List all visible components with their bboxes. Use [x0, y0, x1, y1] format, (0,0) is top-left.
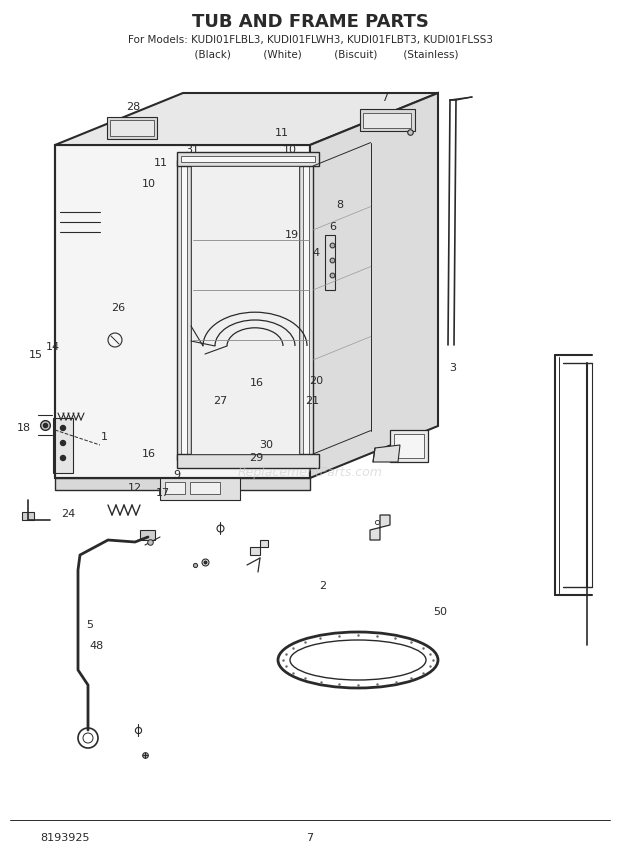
- Polygon shape: [250, 540, 268, 555]
- Bar: [160, 478, 240, 500]
- Text: 10: 10: [142, 179, 156, 189]
- Text: 6: 6: [329, 222, 336, 232]
- Text: 1: 1: [100, 431, 108, 442]
- Bar: [177, 454, 319, 468]
- Bar: [190, 482, 220, 494]
- Bar: [360, 109, 415, 131]
- Text: TUB AND FRAME PARTS: TUB AND FRAME PARTS: [192, 13, 428, 31]
- Bar: [110, 120, 154, 136]
- Text: 16: 16: [142, 449, 156, 459]
- Text: 10: 10: [283, 145, 297, 155]
- Bar: [325, 235, 335, 290]
- Text: 2: 2: [319, 581, 326, 591]
- Text: 17: 17: [156, 488, 169, 498]
- Polygon shape: [310, 93, 438, 478]
- Bar: [299, 160, 313, 460]
- Bar: [181, 156, 315, 162]
- Polygon shape: [55, 145, 310, 478]
- Bar: [303, 164, 309, 456]
- Bar: [107, 117, 157, 139]
- Text: 7: 7: [306, 833, 314, 843]
- Text: 30: 30: [260, 440, 273, 450]
- Bar: [394, 434, 424, 458]
- Circle shape: [61, 455, 66, 461]
- Text: For Models: KUDI01FLBL3, KUDI01FLWH3, KUDI01FLBT3, KUDI01FLSS3: For Models: KUDI01FLBL3, KUDI01FLWH3, KU…: [128, 35, 492, 45]
- Text: 8: 8: [336, 200, 343, 211]
- Text: 24: 24: [61, 508, 75, 519]
- Bar: [53, 418, 73, 473]
- Bar: [363, 113, 411, 128]
- Bar: [177, 152, 319, 166]
- Text: 29: 29: [249, 453, 263, 463]
- Text: 21: 21: [305, 395, 319, 406]
- Circle shape: [61, 441, 66, 445]
- Bar: [22, 512, 34, 520]
- Text: 11: 11: [154, 158, 168, 168]
- Text: 26: 26: [111, 303, 125, 313]
- Text: (Black)          (White)          (Biscuit)        (Stainless): (Black) (White) (Biscuit) (Stainless): [162, 49, 458, 59]
- Text: 12: 12: [128, 483, 142, 493]
- Text: 27: 27: [213, 395, 227, 406]
- Text: 15: 15: [29, 350, 43, 360]
- Text: 9: 9: [173, 470, 180, 480]
- Text: 50: 50: [433, 607, 447, 617]
- Text: 31: 31: [185, 145, 199, 155]
- Bar: [191, 166, 299, 454]
- Polygon shape: [55, 93, 438, 145]
- Text: 20: 20: [309, 376, 323, 386]
- Text: 11: 11: [275, 128, 289, 138]
- Text: 4: 4: [312, 247, 320, 258]
- Text: 48: 48: [89, 641, 103, 651]
- Bar: [55, 478, 310, 490]
- Text: 8193925: 8193925: [40, 833, 89, 843]
- Text: 18: 18: [17, 423, 30, 433]
- Text: 14: 14: [46, 342, 60, 352]
- Polygon shape: [373, 445, 400, 462]
- Polygon shape: [370, 515, 390, 540]
- Text: 3: 3: [449, 363, 456, 373]
- Text: ReplacementParts.com: ReplacementParts.com: [237, 466, 383, 479]
- Bar: [181, 164, 187, 456]
- Bar: [165, 482, 185, 494]
- Text: 7: 7: [381, 93, 388, 104]
- Text: 19: 19: [285, 230, 298, 241]
- Bar: [140, 530, 155, 540]
- Bar: [390, 430, 428, 462]
- Bar: [177, 160, 191, 460]
- Text: 5: 5: [86, 620, 94, 630]
- Circle shape: [61, 425, 66, 431]
- Text: 28: 28: [126, 102, 140, 112]
- Text: 16: 16: [250, 378, 264, 389]
